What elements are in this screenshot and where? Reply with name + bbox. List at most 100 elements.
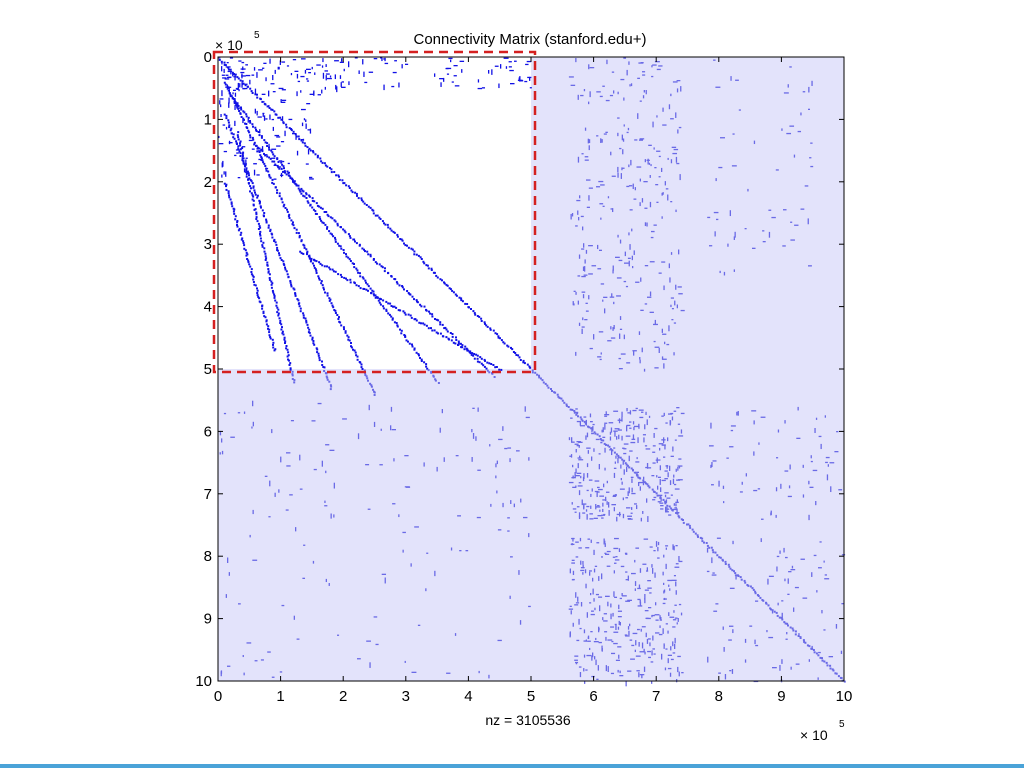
matrix-dot-1575: [297, 135, 300, 138]
matrix-dot-1432: [280, 456, 282, 463]
matrix-dot-877: [595, 438, 600, 441]
matrix-dot-77: [278, 66, 280, 70]
matrix-dot-2540: [319, 206, 322, 209]
matrix-dot-2796: [420, 322, 422, 325]
matrix-dot-1463: [373, 421, 376, 427]
matrix-dot-870: [627, 518, 633, 520]
matrix-dot-2030: [322, 286, 325, 289]
matrix-dot-203: [307, 129, 311, 131]
matrix-dot-244: [218, 143, 224, 145]
matrix-dot-622: [663, 412, 665, 417]
matrix-dot-1832: [697, 535, 699, 538]
matrix-dot-1445: [286, 465, 291, 467]
matrix-dot-518: [611, 293, 613, 298]
matrix-dot-2714: [263, 315, 266, 318]
matrix-dot-217: [280, 174, 284, 176]
matrix-dot-920: [617, 457, 619, 464]
matrix-dot-1347: [787, 578, 789, 584]
matrix-dot-2438: [264, 252, 267, 255]
matrix-dot-264: [273, 178, 277, 180]
matrix-dot-824: [676, 499, 678, 503]
matrix-dot-2723: [268, 334, 271, 337]
matrix-dot-2068: [359, 361, 362, 364]
matrix-dot-1625: [374, 214, 377, 217]
matrix-dot-2447: [267, 271, 270, 274]
matrix-dot-1814: [670, 507, 673, 510]
matrix-dot-2249: [225, 117, 228, 120]
matrix-dot-1252: [796, 437, 801, 439]
matrix-dot-1244: [788, 485, 791, 489]
matrix-dot-2655: [227, 190, 230, 193]
matrix-dot-707: [614, 461, 616, 464]
matrix-dot-1495: [478, 670, 480, 674]
matrix-dot-362: [680, 309, 685, 312]
matrix-dot-167: [450, 59, 452, 63]
matrix-dot-1297: [732, 629, 734, 634]
matrix-dot-2835: [494, 366, 497, 369]
matrix-dot-2389: [241, 147, 244, 150]
matrix-dot-166: [481, 87, 486, 89]
matrix-dot-611: [783, 209, 787, 211]
matrix-dot-1164: [665, 545, 669, 547]
matrix-dot-954: [652, 568, 654, 574]
matrix-dot-436: [668, 325, 670, 332]
matrix-dot-2143: [305, 197, 308, 199]
matrix-dot-1601: [338, 175, 340, 178]
matrix-dot-2237: [425, 365, 428, 368]
matrix-dot-2738: [310, 257, 313, 260]
matrix-dot-1856: [734, 572, 737, 575]
matrix-dot-911: [583, 504, 585, 509]
matrix-dot-1834: [701, 537, 704, 540]
matrix-dot-99: [334, 60, 339, 62]
matrix-dot-55: [268, 90, 270, 97]
matrix-dot-2448: [268, 273, 271, 276]
matrix-dot-2081: [372, 388, 374, 391]
matrix-dot-1127: [603, 620, 608, 622]
matrix-dot-2379: [329, 384, 332, 387]
matrix-dot-952: [595, 659, 597, 666]
matrix-dot-2435: [261, 245, 264, 248]
matrix-dot-1507: [528, 605, 531, 608]
matrix-dot-2470: [279, 322, 282, 324]
matrix-dot-424: [611, 175, 616, 177]
matrix-dot-1643: [403, 242, 405, 245]
matrix-dot-1865: [749, 585, 752, 588]
matrix-dot-1309: [788, 571, 792, 573]
matrix-dot-2442: [266, 261, 269, 264]
matrix-dot-400: [639, 202, 641, 207]
matrix-dot-2211: [391, 318, 394, 321]
matrix-dot-423: [676, 88, 679, 93]
matrix-dot-537: [665, 188, 669, 190]
matrix-dot-2554: [342, 228, 345, 231]
matrix-dot-1173: [617, 669, 619, 673]
matrix-dot-648: [582, 476, 585, 482]
matrix-dot-2673: [238, 227, 241, 230]
matrix-dot-2698: [252, 281, 255, 283]
matrix-dot-2834: [492, 364, 495, 366]
matrix-dot-1191: [619, 675, 624, 677]
matrix-dot-161: [498, 83, 500, 89]
matrix-dot-2629: [459, 342, 462, 345]
matrix-dot-974: [672, 652, 676, 654]
matrix-dot-1499: [434, 570, 436, 577]
matrix-dot-2499: [255, 144, 258, 147]
matrix-dot-2238: [426, 367, 429, 370]
matrix-dot-2537: [315, 202, 318, 205]
matrix-dot-660: [671, 416, 674, 421]
matrix-dot-2378: [328, 380, 331, 383]
matrix-dot-2781: [392, 305, 394, 308]
matrix-dot-389: [573, 290, 576, 292]
matrix-dot-49: [294, 70, 299, 72]
matrix-dot-34: [241, 73, 243, 79]
matrix-dot-2748: [329, 268, 332, 271]
matrix-dot-1950: [246, 127, 249, 129]
matrix-dot-1183: [584, 680, 586, 684]
matrix-dot-208: [236, 152, 239, 154]
matrix-dot-1654: [420, 258, 423, 260]
matrix-dot-1710: [507, 345, 510, 348]
matrix-dot-1232: [838, 489, 843, 491]
matrix-dot-885: [668, 413, 673, 415]
matrix-dot-1479: [225, 594, 227, 598]
matrix-dot-364: [639, 139, 644, 141]
matrix-dot-873: [593, 517, 598, 519]
